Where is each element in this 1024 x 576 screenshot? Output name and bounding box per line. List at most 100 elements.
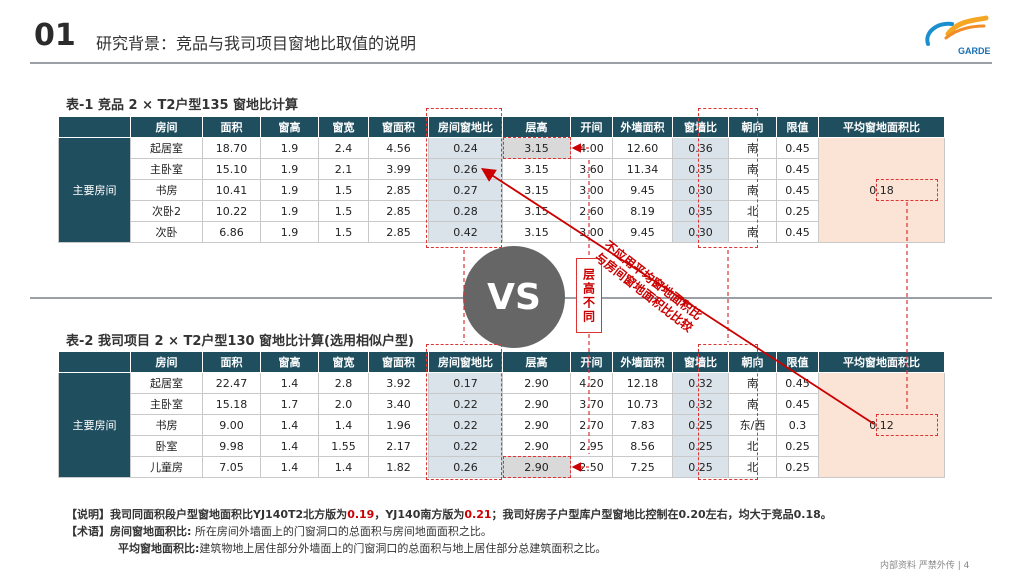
table-cell: 2.90 [502, 393, 571, 415]
header-cell: 层高 [502, 116, 571, 138]
header-cell: 房间窗地比 [428, 116, 503, 138]
table-cell: 10.22 [202, 200, 261, 222]
table-cell: 卧室 [130, 435, 203, 457]
table-cell: 3.00 [570, 179, 613, 201]
garden-logo-icon: GARDEN [925, 15, 990, 56]
header-cell: 窗宽 [318, 351, 369, 373]
avg-highlight-1 [876, 179, 938, 201]
section-number: 01 [34, 18, 76, 53]
table-cell: 0.30 [672, 221, 729, 243]
table-cell: 3.60 [570, 158, 613, 180]
table-row: 卧室 9.98 1.4 1.55 2.17 0.22 2.90 2.95 8.56 0.25 北 0.… [59, 435, 945, 457]
table-cell: 2.8 [318, 372, 369, 394]
avg-ratio-cell: 0.12 [818, 372, 945, 478]
table-cell: 2.90 [502, 456, 571, 478]
table-cell: 0.45 [776, 393, 819, 415]
header-cell: 朝向 [728, 351, 777, 373]
table-cell: 1.4 [260, 372, 319, 394]
table-cell: 0.45 [776, 137, 819, 159]
avg-highlight-2 [876, 414, 938, 436]
table-cell: 0.35 [672, 200, 729, 222]
table-cell: 书房 [130, 179, 203, 201]
table-cell: 9.98 [202, 435, 261, 457]
table-row: 主要房间 起居室 22.47 1.4 2.8 3.92 0.17 2.90 4.20 12.18 0… [58, 372, 945, 478]
table-cell: 0.32 [672, 372, 729, 394]
table-cell: 1.5 [318, 221, 369, 243]
note-line2: 【术语】房间窗地面积比: 所在房间外墙面上的门窗洞口的总面积与房间地面面积之比。 [66, 525, 492, 538]
header-cell: 房间窗地比 [428, 351, 503, 373]
table-cell: 2.60 [570, 200, 613, 222]
table-cell: 南 [728, 372, 777, 394]
table-row: 次卧 6.86 1.9 1.5 2.85 0.42 3.15 3.00 9.45 0.30 南 0.4… [59, 221, 945, 243]
table-cell: 7.05 [202, 456, 261, 478]
table-row: 主卧室 15.18 1.7 2.0 3.40 0.22 2.90 3.70 10.73 0.32 南… [59, 393, 945, 415]
table-row: 主卧室 15.10 1.9 2.1 3.99 0.26 3.15 3.60 11.34 0.35 南… [59, 158, 945, 180]
table-cell: 0.42 [428, 221, 503, 243]
header-cell: 窗宽 [318, 116, 369, 138]
table-cell: 3.70 [570, 393, 613, 415]
table-cell: 0.28 [428, 200, 503, 222]
table-cell: 0.26 [428, 456, 503, 478]
table-cell: 0.24 [428, 137, 503, 159]
table-cell: 7.25 [612, 456, 673, 478]
table-cell: 9.00 [202, 414, 261, 436]
table-cell: 7.83 [612, 414, 673, 436]
table-cell: 1.7 [260, 393, 319, 415]
footer-text: 内部资料 严禁外传 | 4 [880, 561, 970, 571]
table-row: 书房 9.00 1.4 1.4 1.96 0.22 2.90 2.70 7.83 0.25 东/西 0… [59, 414, 945, 436]
header-cell: 平均窗地面积比 [818, 116, 945, 138]
table-cell: 2.90 [502, 435, 571, 457]
group-cell: 主要房间 [58, 372, 131, 478]
table-cell: 0.3 [776, 414, 819, 436]
table-cell: 2.85 [368, 221, 429, 243]
table-cell: 0.22 [428, 435, 503, 457]
table1-title: 表-1 竞品 2 × T2户型135 窗地比计算 [66, 98, 299, 113]
table-cell: 2.95 [570, 435, 613, 457]
header-cell: 限值 [776, 116, 819, 138]
table-cell: 1.82 [368, 456, 429, 478]
table-cell: 1.4 [260, 414, 319, 436]
table-cell: 1.4 [260, 456, 319, 478]
table-cell: 10.73 [612, 393, 673, 415]
table-cell: 1.4 [260, 435, 319, 457]
table-cell: 主卧室 [130, 393, 203, 415]
header-cell: 窗墙比 [672, 116, 729, 138]
ratio-column-highlight-2 [426, 344, 502, 480]
table-cell: 次卧2 [130, 200, 203, 222]
table-cell: 0.45 [776, 221, 819, 243]
table-cell: 2.85 [368, 179, 429, 201]
wall-ratio-highlight-2 [698, 344, 758, 480]
table-cell: 书房 [130, 414, 203, 436]
header-cell: 窗面积 [368, 116, 429, 138]
header-cell: 窗高 [260, 116, 319, 138]
table-cell: 儿童房 [130, 456, 203, 478]
table-cell: 0.25 [672, 435, 729, 457]
table1: 房间 面积 窗高 窗宽 窗面积 房间窗地比 层高 开间 外墙面积 窗墙比 朝向 限值 平均窗地面积比 主… [58, 116, 945, 243]
table-cell: 南 [728, 137, 777, 159]
header-cell: 朝向 [728, 116, 777, 138]
header-cell: 平均窗地面积比 [818, 351, 945, 373]
table-cell: 2.1 [318, 158, 369, 180]
table-row: 主要房间 起居室 18.70 1.9 2.4 4.56 0.24 3.15 4.00 12.60 0… [58, 137, 945, 243]
header-cell: 房间 [130, 351, 203, 373]
page-title: 研究背景：竞品与我司项目窗地比取值的说明 [96, 34, 417, 53]
table-cell: 3.15 [502, 221, 571, 243]
notes: 【说明】我司同面积段户型窗地面积比YJ140T2北方版为0.19，YJ140南方… [66, 506, 832, 557]
table-cell: 0.45 [776, 372, 819, 394]
table-cell: 3.15 [502, 158, 571, 180]
table-cell: 0.45 [776, 179, 819, 201]
table-cell: 6.86 [202, 221, 261, 243]
table-cell: 1.4 [318, 456, 369, 478]
floor-height-highlight-1 [503, 137, 571, 159]
table-cell: 3.15 [502, 137, 571, 159]
table-cell: 1.55 [318, 435, 369, 457]
table-cell: 南 [728, 158, 777, 180]
table-cell: 12.18 [612, 372, 673, 394]
wall-ratio-highlight-1 [698, 108, 758, 248]
table-row: 次卧2 10.22 1.9 1.5 2.85 0.28 3.15 2.60 8.19 0.35 北 0… [59, 200, 945, 222]
header-cell: 窗墙比 [672, 351, 729, 373]
ratio-column-highlight-1 [426, 108, 502, 248]
table-row: 书房 10.41 1.9 1.5 2.85 0.27 3.15 3.00 9.45 0.30 南 0.… [59, 179, 945, 201]
table-cell: 15.10 [202, 158, 261, 180]
